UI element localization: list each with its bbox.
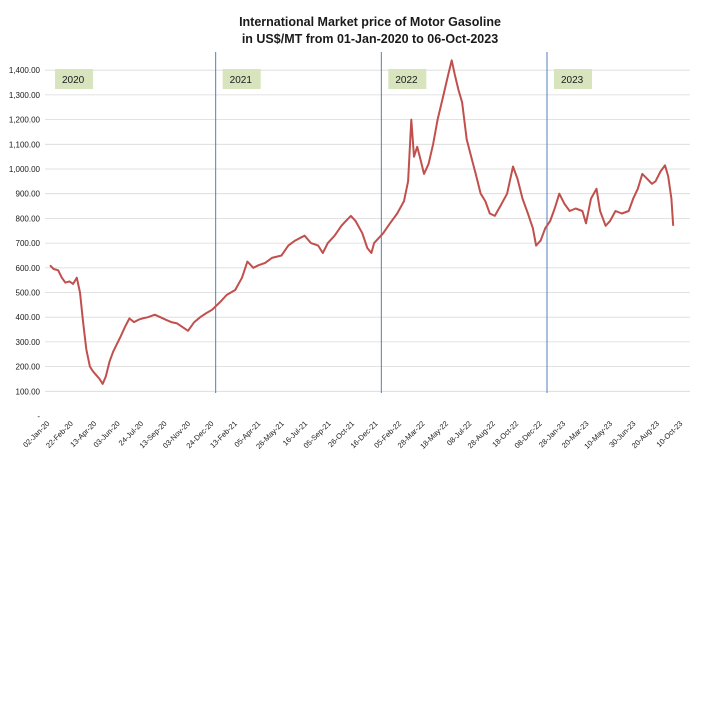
- series-line: [49, 59, 675, 385]
- year-label-box: [222, 69, 261, 89]
- y-tick-label: 1,400.00: [9, 66, 41, 75]
- y-tick-label: 1,300.00: [9, 91, 41, 100]
- year-label: 2021: [230, 75, 253, 86]
- y-tick-label: 1,000.00: [9, 165, 41, 174]
- y-tick-label: 500.00: [16, 289, 41, 298]
- y-tick-label: 400.00: [16, 313, 41, 322]
- year-labels: 2020 2021 2022 2023: [55, 69, 593, 89]
- chart-title-line-1: International Market price of Motor Gaso…: [239, 15, 501, 29]
- y-tick-label: 200.00: [16, 363, 41, 372]
- year-label: 2020: [62, 75, 85, 86]
- year-label-box: [55, 69, 93, 89]
- year-label-box: [388, 69, 427, 89]
- x-axis-ticks: 02-Jan-2022-Feb-2013-Apr-2003-Jun-2024-J…: [21, 419, 684, 451]
- year-label: 2023: [561, 75, 584, 86]
- y-tick-label: -: [37, 412, 40, 421]
- y-tick-label: 1,200.00: [9, 116, 41, 125]
- year-label-box: [554, 69, 593, 89]
- y-tick-label: 100.00: [16, 387, 41, 396]
- gridlines: [45, 69, 690, 392]
- series-layer: [49, 59, 675, 385]
- y-tick-label: 700.00: [16, 239, 41, 248]
- year-dividers: [215, 52, 548, 393]
- y-tick-label: 300.00: [16, 338, 41, 347]
- year-label: 2022: [395, 75, 418, 86]
- chart-title-line-2: in US$/MT from 01-Jan-2020 to 06-Oct-202…: [242, 32, 498, 46]
- y-tick-label: 1,100.00: [9, 140, 41, 149]
- y-tick-label: 900.00: [16, 190, 41, 199]
- y-tick-label: 600.00: [16, 264, 41, 273]
- y-tick-label: 800.00: [16, 214, 41, 223]
- y-axis-ticks: - 100.00 200.00 300.00 400.00 500.00 600.00 700…: [9, 66, 41, 421]
